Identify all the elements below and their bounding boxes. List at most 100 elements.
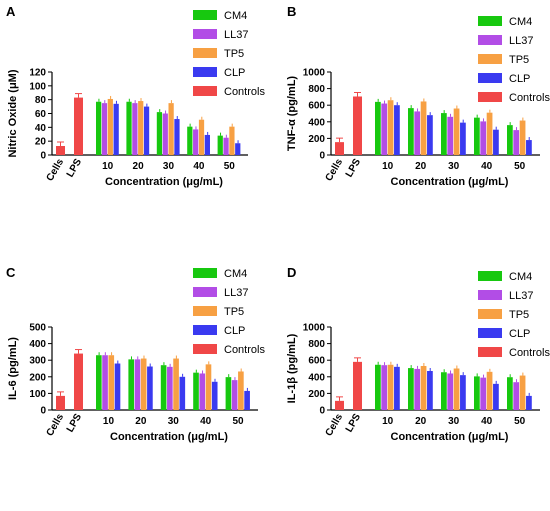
x-axis-title: Concentration (μg/mL) [391,431,509,443]
bar-ll37-30 [167,366,173,410]
legend-label-controls: Controls [509,347,550,359]
y-tick-label: 200 [308,389,325,400]
y-tick-label: 40 [35,123,47,134]
x-tick-label: 20 [415,416,427,427]
x-tick-label: 30 [448,161,460,172]
x-tick-label-control: Cells [324,412,346,439]
legend-label-tp5: TP5 [509,54,529,66]
legend-swatch-controls [478,347,502,357]
bar-ll37-10 [381,365,388,410]
y-tick-label: 100 [29,81,46,92]
legend-label-cm4: CM4 [509,16,532,28]
y-tick-label: 300 [29,356,46,367]
y-tick-label: 100 [29,389,46,400]
bar-ll37-10 [381,103,388,155]
x-tick-label: 40 [481,161,493,172]
y-axis-title: IL-1β (pg/mL) [286,333,298,403]
x-axis-title: Concentration (μg/mL) [110,431,228,443]
legend-swatch-tp5 [478,54,502,64]
bar-tp5-10 [387,100,394,155]
y-tick-label: 400 [308,117,325,128]
bar-clp-10 [394,105,400,155]
legend-swatch-controls [193,344,217,354]
bar-ll37-20 [132,103,138,155]
bar-tp5-10 [107,98,113,155]
bar-ll37-40 [193,129,199,155]
bar-clp-30 [460,375,466,410]
y-tick-label: 800 [308,339,325,350]
x-tick-label-control: LPS [65,412,84,435]
legend-label-controls: Controls [509,92,550,104]
legend-swatch-ll37 [478,290,502,300]
bar-ll37-50 [513,382,520,410]
bar-clp-40 [493,383,499,410]
bar-control-lps [74,97,83,155]
bar-clp-20 [427,370,433,410]
x-tick-label: 20 [133,161,145,172]
y-tick-label: 0 [319,406,325,417]
bar-clp-10 [113,103,119,155]
x-tick-label: 10 [382,416,394,427]
bar-clp-10 [114,363,121,410]
bar-cm4-30 [441,372,447,410]
bar-tp5-50 [519,375,526,410]
bar-control-cells [335,400,344,410]
bar-tp5-50 [229,126,235,155]
bar-ll37-50 [513,130,520,155]
legend-label-controls: Controls [224,344,265,356]
bar-ll37-20 [134,359,141,410]
y-tick-label: 20 [35,137,47,148]
chart-panel-b: B 0 200 400 600 800 1000 TNF-α (pg/mL) Concentra… [286,4,550,188]
bar-clp-40 [204,134,210,155]
x-tick-label: 10 [103,416,115,427]
legend-label-cm4: CM4 [509,271,532,283]
bar-ll37-20 [414,368,421,410]
y-tick-label: 200 [29,372,46,383]
y-tick-label: 800 [308,84,325,95]
panel-letter: A [6,4,16,19]
x-tick-label: 10 [102,161,114,172]
bar-cm4-20 [408,108,414,155]
legend-swatch-ll37 [193,29,217,39]
bar-clp-30 [460,122,466,155]
legend-label-clp: CLP [224,325,245,337]
legend-swatch-controls [193,86,217,96]
x-tick-label: 30 [448,416,460,427]
bar-tp5-40 [486,112,493,155]
bar-cm4-10 [96,101,102,155]
chart-panel-a: A 0 20 40 60 80 100 120 Nitric Oxide (μM) Concent… [6,4,265,188]
bar-ll37-30 [447,373,454,410]
x-tick-label-control: LPS [344,412,363,435]
bar-tp5-50 [238,371,244,410]
y-tick-label: 200 [308,134,325,145]
legend-label-clp: CLP [224,67,245,79]
x-tick-label: 40 [193,161,205,172]
x-tick-label: 20 [415,161,427,172]
y-tick-label: 500 [29,323,46,334]
bar-ll37-30 [162,113,168,155]
y-tick-label: 80 [35,95,47,106]
bar-clp-10 [394,366,400,410]
y-axis-title: IL-6 (pg/mL) [7,337,19,400]
legend-swatch-tp5 [478,309,502,319]
bar-tp5-20 [420,101,427,155]
bar-tp5-20 [138,101,144,155]
y-tick-label: 1000 [303,323,326,334]
bar-cm4-30 [441,113,447,155]
bar-cm4-40 [187,126,193,155]
bar-tp5-40 [198,119,205,155]
bar-cm4-20 [408,368,414,410]
bar-clp-20 [143,106,150,155]
legend-label-clp: CLP [509,328,530,340]
y-tick-label: 0 [40,406,46,417]
bar-ll37-20 [414,111,421,155]
x-tick-label-control: LPS [65,157,84,180]
x-tick-label: 20 [135,416,147,427]
bar-tp5-20 [140,358,147,410]
legend-label-cm4: CM4 [224,268,247,280]
bar-tp5-20 [420,366,427,410]
bar-ll37-40 [480,377,487,410]
bar-tp5-30 [453,368,460,410]
legend-label-tp5: TP5 [224,306,244,318]
bar-tp5-10 [108,355,115,410]
